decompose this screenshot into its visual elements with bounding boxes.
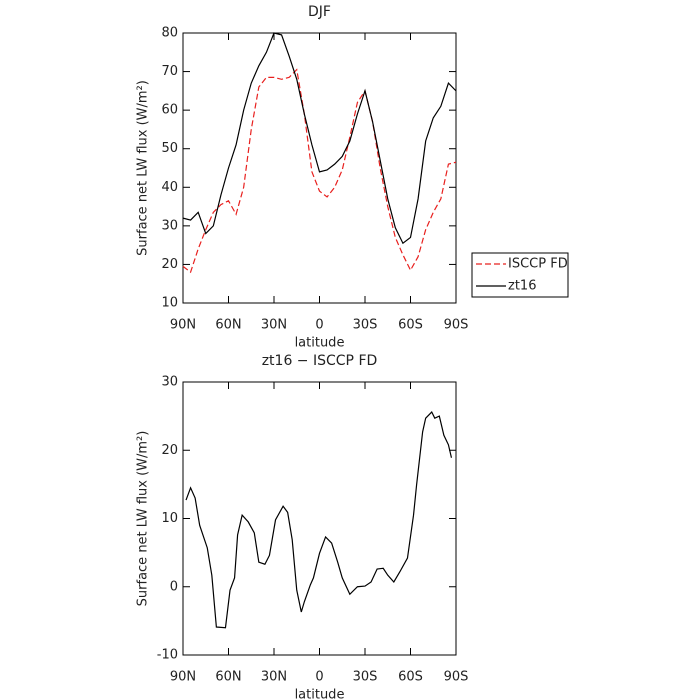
- x-tick-label: 30N: [261, 670, 287, 685]
- y-tick-label: 10: [161, 296, 178, 311]
- y-tick-label: 20: [161, 443, 178, 458]
- legend-box: [471, 252, 569, 298]
- y-tick-label: 0: [170, 579, 178, 594]
- x-tick-label: 90N: [170, 318, 196, 333]
- x-tick-label: 30S: [353, 318, 378, 333]
- y-tick-label: -10: [157, 648, 178, 663]
- chart-title: zt16 − ISCCP FD: [262, 353, 378, 369]
- x-tick-label: 0: [315, 670, 323, 685]
- x-tick-label: 60N: [215, 318, 241, 333]
- legend-label: ISCCP FD: [508, 257, 568, 272]
- x-tick-label: 0: [315, 318, 323, 333]
- x-tick-label: 60S: [398, 670, 423, 685]
- y-tick-label: 80: [161, 26, 178, 41]
- x-tick-label: 90N: [170, 670, 196, 685]
- x-tick-label: 90S: [444, 318, 469, 333]
- y-tick-label: 50: [161, 141, 178, 156]
- y-tick-label: 20: [161, 257, 178, 272]
- y-tick-label: 30: [161, 375, 178, 390]
- legend-label: zt16: [508, 279, 536, 294]
- data-line: [185, 411, 453, 629]
- x-tick-label: 30N: [261, 318, 287, 333]
- plot-frame: [182, 32, 457, 304]
- y-axis-label: Surface net LW flux (W/m²): [136, 431, 151, 607]
- y-tick-label: 70: [161, 64, 178, 79]
- x-tick-label: 30S: [353, 670, 378, 685]
- y-tick-label: 30: [161, 218, 178, 233]
- x-axis-label: latitude: [295, 688, 345, 700]
- y-tick-label: 40: [161, 180, 178, 195]
- x-tick-label: 60S: [398, 318, 423, 333]
- y-tick-label: 10: [161, 511, 178, 526]
- data-line: [182, 32, 457, 245]
- y-axis-label: Surface net LW flux (W/m²): [136, 80, 151, 256]
- x-tick-label: 60N: [215, 670, 241, 685]
- x-axis-label: latitude: [295, 336, 345, 351]
- plot-frame: [182, 381, 457, 656]
- data-line: [182, 68, 457, 274]
- x-tick-label: 90S: [444, 670, 469, 685]
- y-tick-label: 60: [161, 103, 178, 118]
- chart-title: DJF: [308, 4, 331, 20]
